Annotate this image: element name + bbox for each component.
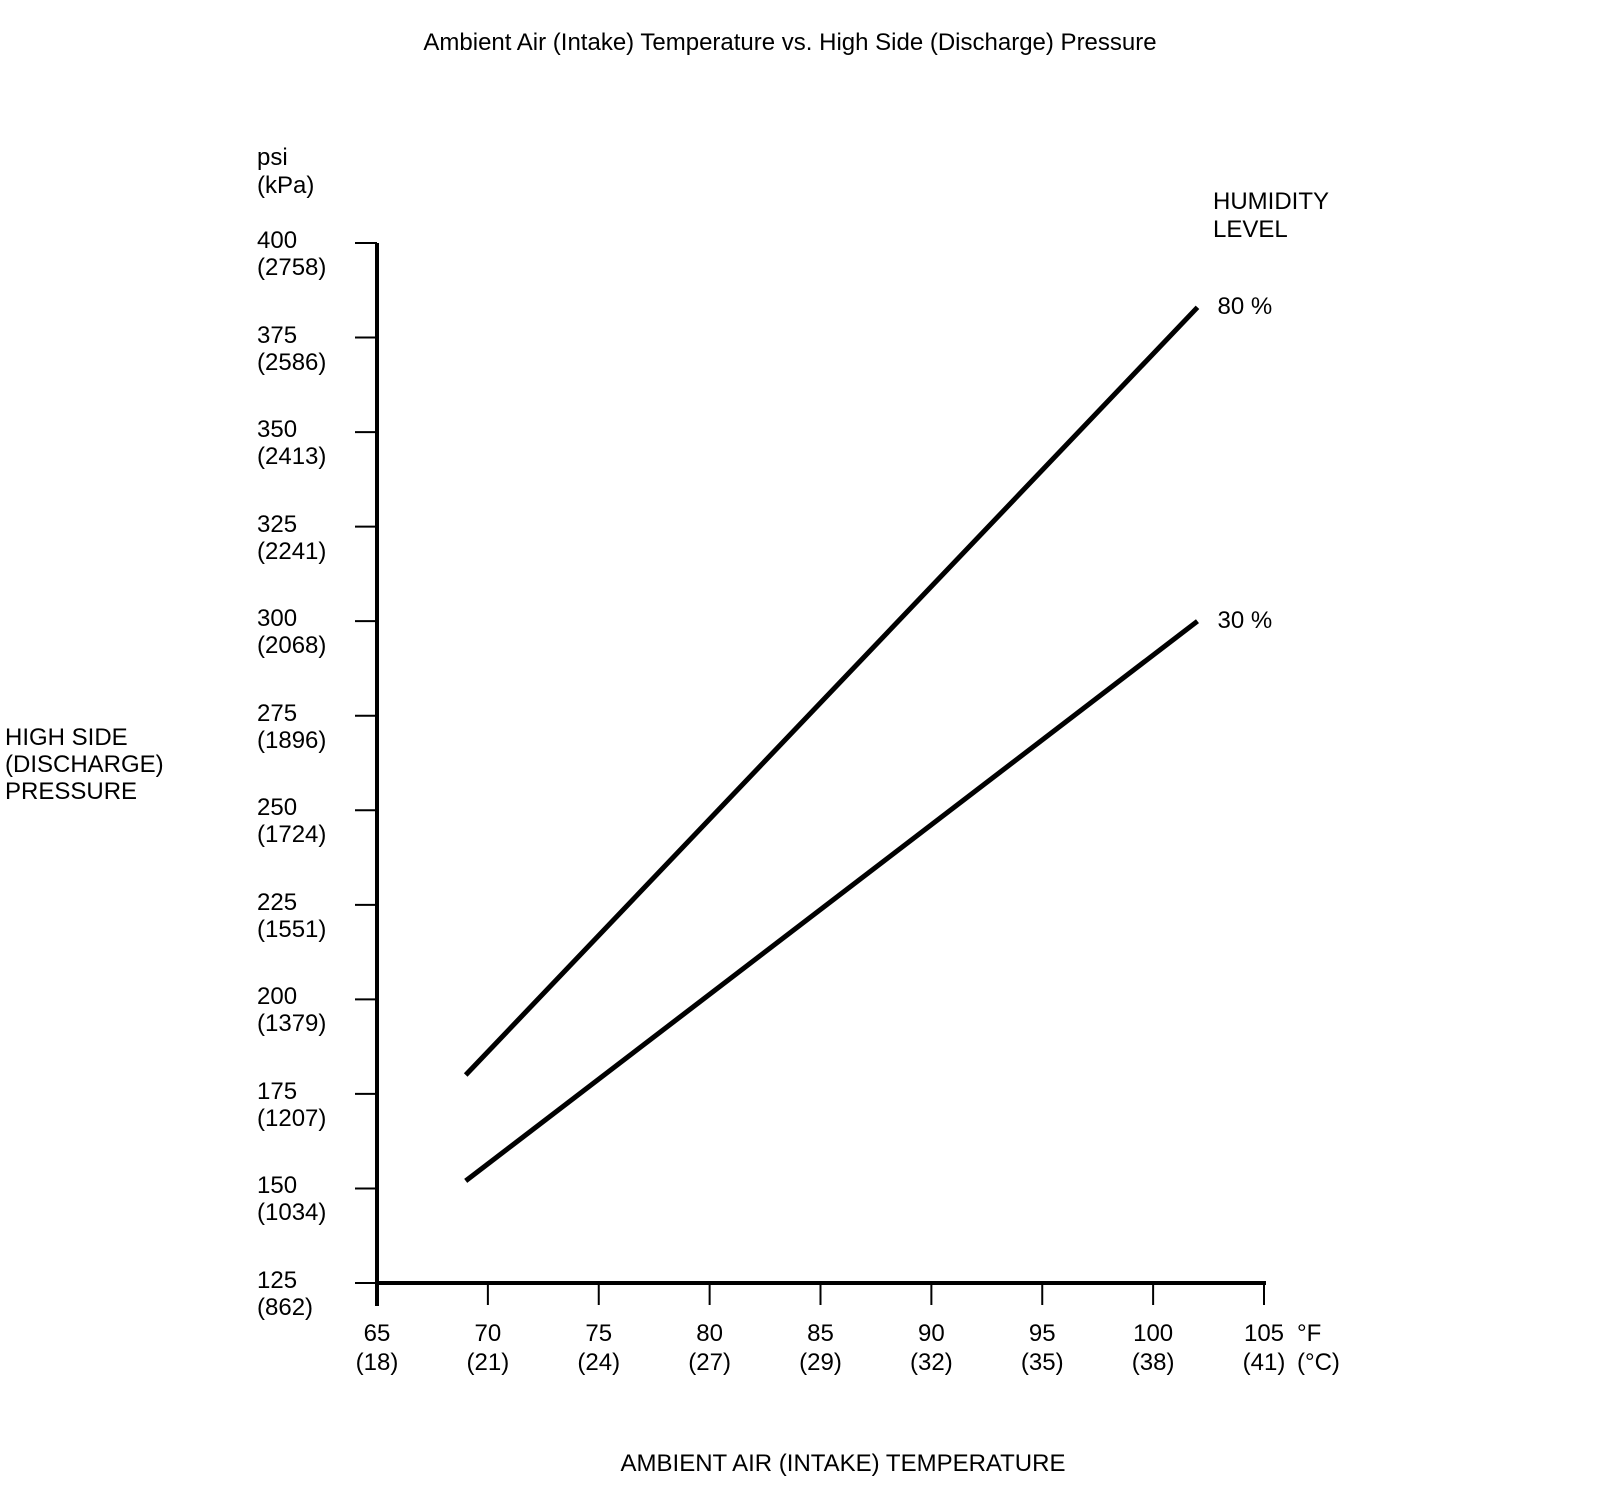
x-axis-unit-f: °F	[1297, 1320, 1322, 1347]
y-tick-psi: 175	[257, 1077, 298, 1105]
y-tick-kpa: (2586)	[257, 348, 327, 376]
y-tick-psi: 400	[257, 227, 298, 254]
y-tick-psi: 225	[257, 888, 298, 916]
x-tick-celsius: (27)	[688, 1349, 731, 1376]
y-tick-label: 300 (2068)	[257, 605, 326, 659]
x-tick-label: 90 (32)	[910, 1319, 953, 1377]
series-line-30	[464, 619, 1199, 1183]
x-tick-celsius: (24)	[577, 1349, 621, 1376]
y-tick-label: 200 (1379)	[257, 983, 326, 1037]
y-tick-label: 225 (1551)	[257, 889, 326, 943]
y-tick-psi: 375	[257, 321, 298, 349]
series-line-80	[463, 305, 1200, 1077]
y-tick-label: 125 (862)	[257, 1267, 313, 1321]
y-tick-label: 250 (1724)	[257, 794, 326, 848]
x-tick-fahrenheit: 75	[585, 1320, 613, 1347]
y-tick-psi: 300	[257, 605, 298, 633]
x-tick-label: 80 (27)	[688, 1319, 731, 1377]
y-axis-title-line1: HIGH SIDE	[5, 724, 128, 751]
x-tick-fahrenheit: 80	[696, 1320, 723, 1347]
y-tick-kpa: (1379)	[257, 1010, 327, 1038]
y-axis-unit-psi: psi	[257, 144, 288, 171]
x-tick-fahrenheit: 95	[1028, 1320, 1056, 1347]
x-tick-label: 65 (18)	[356, 1319, 399, 1377]
x-tick-celsius: (38)	[1131, 1349, 1175, 1376]
x-tick-fahrenheit: 100	[1133, 1320, 1174, 1347]
y-tick-label: 150 (1034)	[257, 1172, 326, 1226]
y-tick-label: 400 (2758)	[257, 227, 326, 281]
y-axis-title: HIGH SIDE (DISCHARGE) PRESSURE	[5, 724, 164, 805]
y-axis-unit-label: psi (kPa)	[257, 144, 314, 200]
y-tick-kpa: (1896)	[257, 726, 327, 754]
x-tick-celsius: (21)	[466, 1349, 510, 1376]
y-tick-label: 325 (2241)	[257, 511, 326, 565]
y-tick-kpa: (1207)	[257, 1104, 327, 1132]
series-label-30: 30 %	[1217, 607, 1273, 635]
y-tick-kpa: (1551)	[257, 915, 327, 943]
y-axis-title-line2: (DISCHARGE)	[5, 751, 164, 778]
x-tick-label: 70 (21)	[467, 1319, 510, 1377]
y-tick-label: 350 (2413)	[257, 416, 326, 470]
y-tick-kpa: (1724)	[257, 821, 327, 849]
y-tick-label: 275 (1896)	[257, 700, 326, 754]
x-tick-label: 75 (24)	[577, 1319, 620, 1377]
x-tick-celsius: (18)	[355, 1349, 399, 1376]
y-tick-psi: 250	[257, 794, 298, 822]
y-tick-psi: 150	[257, 1172, 298, 1200]
y-tick-kpa: (1034)	[257, 1199, 327, 1227]
y-tick-kpa: (2413)	[257, 443, 327, 471]
x-tick-label: 100 (38)	[1132, 1319, 1175, 1377]
chart-title: Ambient Air (Intake) Temperature vs. Hig…	[423, 29, 1157, 56]
y-tick-label: 175 (1207)	[257, 1078, 326, 1132]
x-tick-fahrenheit: 65	[363, 1320, 391, 1347]
y-tick-psi: 325	[257, 510, 298, 538]
y-tick-label: 375 (2586)	[257, 322, 326, 376]
x-tick-fahrenheit: 85	[807, 1320, 834, 1347]
x-tick-label: 105 (41)	[1243, 1319, 1286, 1377]
y-tick-psi: 125	[257, 1267, 298, 1294]
x-axis-title: AMBIENT AIR (INTAKE) TEMPERATURE	[620, 1450, 1066, 1477]
y-tick-kpa: (2241)	[257, 537, 327, 565]
x-tick-fahrenheit: 90	[918, 1320, 945, 1347]
y-axis-unit-kpa: (kPa)	[257, 172, 315, 199]
x-tick-label: 85 (29)	[799, 1319, 842, 1377]
y-tick-kpa: (2758)	[257, 254, 327, 281]
x-tick-celsius: (29)	[799, 1349, 842, 1376]
series-label-80: 80 %	[1217, 293, 1273, 321]
legend-title-line1: HUMIDITY	[1213, 188, 1329, 215]
x-tick-fahrenheit: 105	[1243, 1320, 1285, 1347]
legend-title-line2: LEVEL	[1213, 216, 1288, 243]
y-tick-psi: 275	[257, 699, 298, 727]
x-tick-celsius: (41)	[1242, 1349, 1286, 1376]
x-tick-celsius: (35)	[1020, 1349, 1064, 1376]
x-tick-celsius: (32)	[910, 1349, 953, 1376]
y-axis-title-line3: PRESSURE	[5, 778, 138, 805]
y-tick-kpa: (862)	[257, 1294, 314, 1321]
y-tick-psi: 200	[257, 983, 298, 1011]
y-tick-psi: 350	[257, 416, 298, 444]
x-axis-unit-c: (°C)	[1297, 1349, 1340, 1376]
legend-title: HUMIDITY LEVEL	[1213, 188, 1329, 244]
x-tick-label: 95 (35)	[1021, 1319, 1064, 1377]
y-tick-kpa: (2068)	[257, 632, 327, 660]
x-axis-unit-label: °F (°C)	[1297, 1319, 1340, 1377]
x-tick-fahrenheit: 70	[474, 1320, 502, 1347]
